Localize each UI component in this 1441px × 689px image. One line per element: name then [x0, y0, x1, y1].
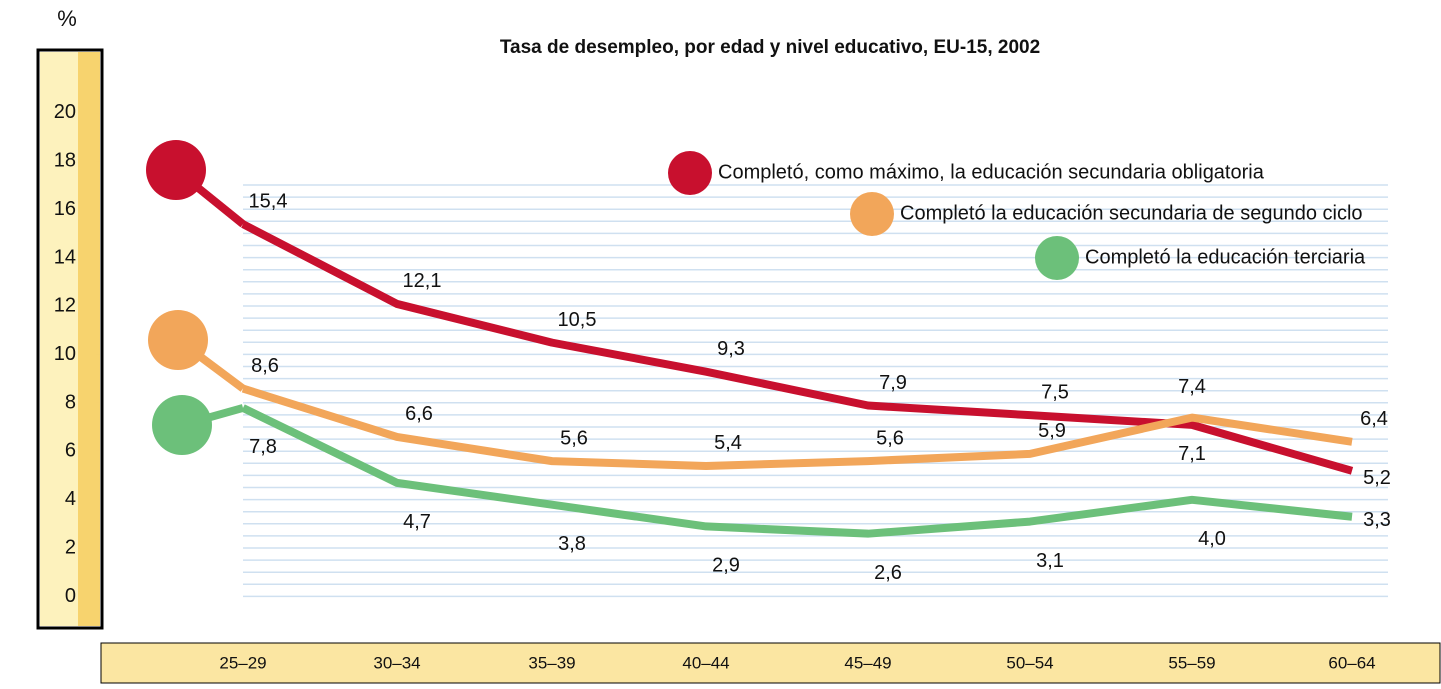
value-label: 3,1 — [1036, 550, 1064, 572]
x-tick-label: 25–29 — [219, 653, 266, 672]
value-label: 3,8 — [558, 533, 586, 555]
series-line — [241, 384, 1353, 470]
value-label: 2,9 — [712, 555, 740, 577]
y-tick-label: 0 — [65, 585, 76, 607]
y-tick-label: 6 — [65, 440, 76, 462]
legend-icon — [850, 192, 894, 236]
y-axis-label: % — [57, 6, 77, 31]
y-tick-label: 8 — [65, 391, 76, 413]
y-tick-label: 20 — [54, 101, 76, 123]
y-tick-label: 18 — [54, 150, 76, 172]
x-tick-label: 45–49 — [844, 653, 891, 672]
value-label: 6,4 — [1360, 408, 1388, 430]
series-line-lead — [175, 336, 246, 392]
chart-title: Tasa de desempleo, por edad y nivel educ… — [500, 37, 1040, 58]
value-label: 4,7 — [403, 511, 431, 533]
x-tick-label: 50–54 — [1006, 653, 1053, 672]
value-label: 7,8 — [249, 436, 277, 458]
x-tick-label: 55–59 — [1168, 653, 1215, 672]
value-label: 9,3 — [717, 338, 745, 360]
y-tick-label: 14 — [54, 246, 76, 268]
value-label: 5,6 — [876, 427, 904, 449]
legend-label: Completó, como máximo, la educación secu… — [718, 161, 1265, 183]
x-tick-label: 40–44 — [682, 653, 729, 672]
legend-label: Completó la educación terciaria — [1085, 246, 1366, 268]
series-line-lead — [180, 404, 245, 429]
legend-label: Completó la educación secundaria de segu… — [900, 202, 1363, 224]
y-tick-label: 12 — [54, 295, 76, 317]
value-label: 5,2 — [1363, 467, 1391, 489]
x-axis-bar — [100, 642, 1441, 684]
x-tick-label: 35–39 — [528, 653, 575, 672]
value-label: 7,5 — [1041, 381, 1069, 403]
value-label: 5,4 — [714, 432, 742, 454]
value-label: 10,5 — [558, 309, 597, 331]
value-label: 2,6 — [874, 562, 902, 584]
series-line-lead — [173, 166, 246, 228]
legend-icon — [668, 151, 712, 195]
value-label: 8,6 — [251, 355, 279, 377]
value-label: 15,4 — [249, 190, 288, 212]
x-tick-label: 60–64 — [1328, 653, 1375, 672]
value-label: 5,9 — [1038, 420, 1066, 442]
value-label: 4,0 — [1198, 528, 1226, 550]
y-tick-label: 10 — [54, 343, 76, 365]
value-label: 7,1 — [1178, 443, 1206, 465]
y-tick-label: 16 — [54, 198, 76, 220]
y-axis-band — [40, 52, 78, 626]
x-tick-label: 30–34 — [373, 653, 420, 672]
series-line — [241, 404, 1353, 538]
value-label: 7,9 — [879, 372, 907, 394]
value-label: 5,6 — [560, 427, 588, 449]
value-label: 6,6 — [405, 403, 433, 425]
legend-icon — [1035, 236, 1079, 280]
y-axis-band — [78, 52, 100, 626]
value-label: 3,3 — [1363, 509, 1391, 531]
y-tick-label: 4 — [65, 488, 76, 510]
value-label: 12,1 — [403, 270, 442, 292]
value-label: 7,4 — [1178, 376, 1206, 398]
y-tick-label: 2 — [65, 536, 76, 558]
